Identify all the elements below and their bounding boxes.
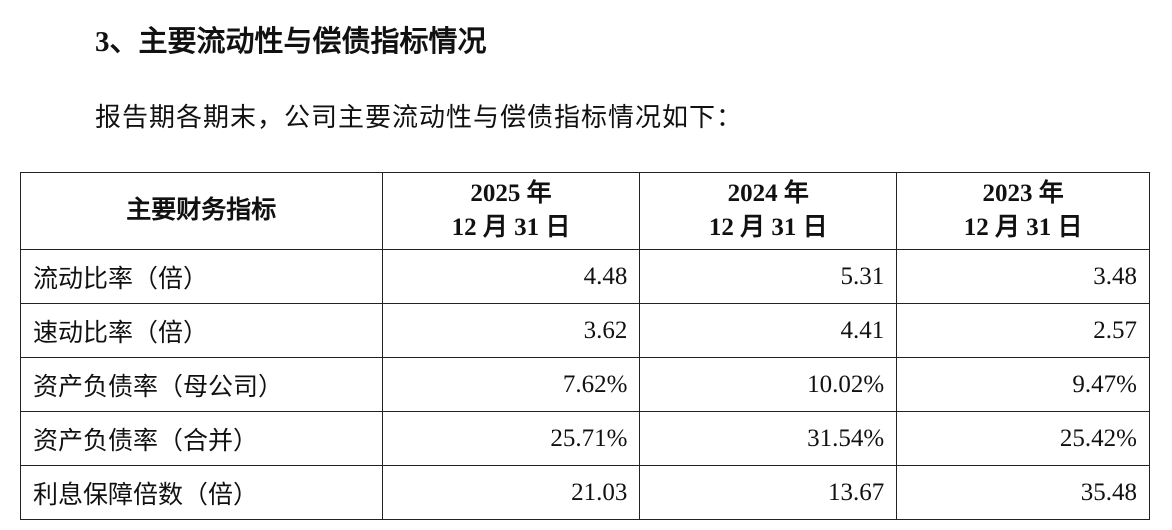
header-line: 12 月 31 日 — [451, 214, 571, 241]
header-line: 12 月 31 日 — [708, 214, 828, 241]
value-cell: 7.62% — [381, 357, 641, 412]
header-line: 主要财务指标 — [126, 197, 277, 224]
header-row: 主要财务指标 2025 年 12 月 31 日 2024 年 12 月 31 日 2023… — [20, 172, 1150, 250]
value-cell: 25.71% — [381, 411, 641, 466]
header-cell: 2025 年 12 月 31 日 — [381, 172, 641, 250]
value-cell: 5.31 — [639, 249, 898, 304]
data-row: 资产负债率（合并） 25.71% 31.54% 25.42% — [20, 411, 1150, 466]
value-cell: 9.47% — [896, 357, 1150, 412]
header-cell: 2023 年 12 月 31 日 — [896, 172, 1150, 250]
value-cell: 3.48 — [896, 249, 1150, 304]
header-line: 2024 年 — [727, 180, 809, 207]
header-cell: 主要财务指标 — [20, 172, 383, 250]
data-row: 流动比率（倍） 4.48 5.31 3.48 — [20, 249, 1150, 304]
row-label: 流动比率（倍） — [20, 249, 383, 304]
value-cell: 4.41 — [639, 303, 898, 358]
data-row: 速动比率（倍） 3.62 4.41 2.57 — [20, 303, 1150, 358]
heading: 3、主要流动性与偿债指标情况 — [95, 26, 487, 58]
header-line: 2025 年 — [470, 180, 552, 207]
header-line: 12 月 31 日 — [963, 214, 1083, 241]
value-cell: 13.67 — [639, 465, 898, 520]
value-cell: 21.03 — [381, 465, 641, 520]
row-label: 资产负债率（合并） — [20, 411, 383, 466]
row-label: 速动比率（倍） — [20, 303, 383, 358]
header-cell: 2024 年 12 月 31 日 — [639, 172, 898, 250]
indicator-table: 主要财务指标 2025 年 12 月 31 日 2024 年 12 月 31 日 2023… — [20, 172, 1150, 520]
value-cell: 10.02% — [639, 357, 898, 412]
intro-text: 报告期各期末，公司主要流动性与偿债指标情况如下： — [95, 103, 744, 132]
value-cell: 31.54% — [639, 411, 898, 466]
row-label: 利息保障倍数（倍） — [20, 465, 383, 520]
data-row: 利息保障倍数（倍） 21.03 13.67 35.48 — [20, 465, 1150, 520]
value-cell: 35.48 — [896, 465, 1150, 520]
row-label: 资产负债率（母公司） — [20, 357, 383, 412]
value-cell: 4.48 — [381, 249, 641, 304]
value-cell: 25.42% — [896, 411, 1150, 466]
header-line: 2023 年 — [982, 180, 1064, 207]
data-row: 资产负债率（母公司） 7.62% 10.02% 9.47% — [20, 357, 1150, 412]
value-cell: 2.57 — [896, 303, 1150, 358]
value-cell: 3.62 — [381, 303, 641, 358]
